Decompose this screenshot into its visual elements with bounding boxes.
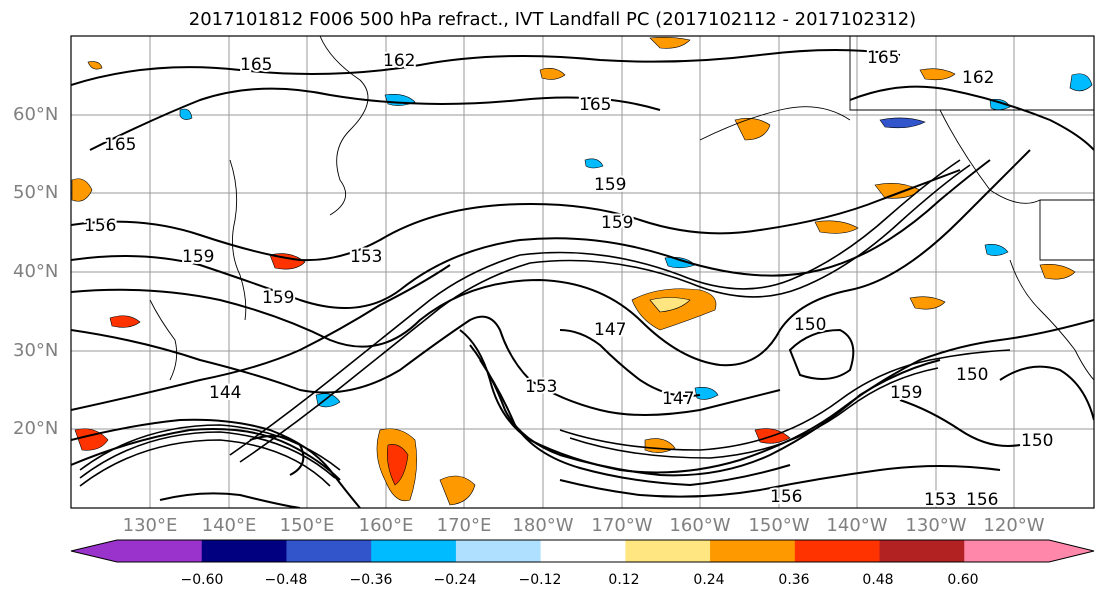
lon-label: 180°W [512, 515, 574, 536]
colorbar-swatch [710, 540, 796, 562]
colorbar-swatch [455, 540, 542, 562]
lat-label-30n: 30°N [13, 340, 59, 361]
colorbar-tick-label: −0.36 [349, 572, 393, 588]
lon-label: 160°E [358, 515, 414, 536]
colorbar-swatch [201, 540, 287, 562]
lat-label-20n: 20°N [13, 418, 59, 439]
colorbar-extend-high [1049, 540, 1094, 562]
colorbar-outline [70, 539, 1095, 563]
lon-label: 170°E [436, 515, 492, 536]
colorbar-swatch [625, 540, 711, 562]
colorbar-tick-label: 0.48 [862, 572, 894, 588]
colorbar-tick-label: 0.36 [778, 572, 810, 588]
colorbar-tick-label: −0.12 [518, 572, 562, 588]
lon-label: 150°E [279, 515, 335, 536]
lon-label: 140°W [826, 515, 888, 536]
colorbar-swatch [879, 540, 965, 562]
colorbar-tick-label: −0.24 [433, 572, 477, 588]
lon-label: 160°W [669, 515, 731, 536]
colorbar-extend-low [71, 540, 117, 562]
lon-label: 130°E [122, 515, 178, 536]
ivt-fill-patches [71, 37, 1093, 506]
lon-label: 120°W [983, 515, 1045, 536]
colorbar-tick-label: −0.48 [264, 572, 308, 588]
colorbar-swatch [964, 540, 1050, 562]
colorbar-swatch [117, 540, 203, 562]
colorbar-tick-label: 0.60 [947, 572, 979, 588]
lon-label: 150°W [748, 515, 810, 536]
refractivity-contours [71, 49, 1094, 508]
lat-label-40n: 40°N [13, 261, 59, 282]
jet-contour-bundle [79, 159, 1011, 487]
colorbar-tick-label: 0.24 [693, 572, 725, 588]
colorbar [70, 539, 1095, 563]
lon-label: 130°W [905, 515, 967, 536]
colorbar-tick-label: 0.12 [608, 572, 640, 588]
lat-label-60n: 60°N [13, 104, 59, 125]
lon-label: 140°E [201, 515, 257, 536]
colorbar-swatch [371, 540, 457, 562]
colorbar-swatch [540, 540, 626, 562]
map-frame [70, 35, 1095, 509]
colorbar-swatch [794, 540, 881, 562]
coastlines [149, 36, 1094, 381]
figure-title: 2017101812 F006 500 hPa refract., IVT La… [188, 9, 917, 30]
lat-label-50n: 50°N [13, 182, 59, 203]
colorbar-swatch [286, 540, 372, 562]
colorbar-tick-label: −0.60 [180, 572, 224, 588]
lon-label: 170°W [591, 515, 653, 536]
